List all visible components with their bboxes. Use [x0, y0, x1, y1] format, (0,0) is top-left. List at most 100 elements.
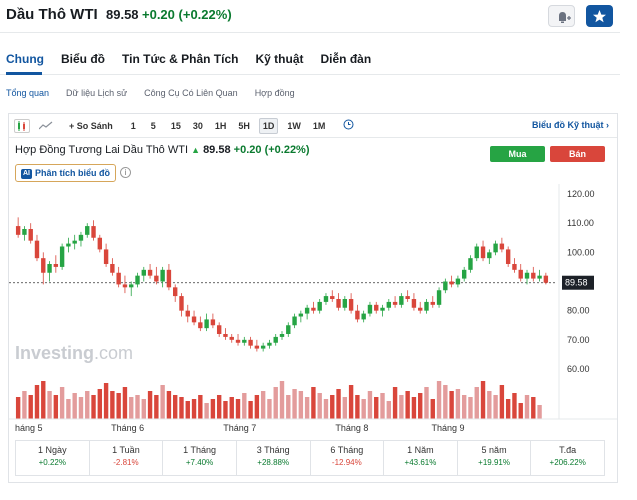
interval-5h[interactable]: 5H [238, 120, 250, 131]
x-tick-label: Tháng 7 [223, 423, 256, 433]
volume-bar [28, 395, 33, 419]
candle-body [405, 296, 410, 299]
volume-bar [185, 401, 190, 419]
ai-analysis-button[interactable]: AI Phân tích biểu đồ [15, 164, 117, 182]
candle-body [22, 229, 27, 235]
volume-bar [216, 395, 222, 419]
volume-bar [361, 399, 366, 419]
interval-1h[interactable]: 1H [214, 120, 227, 131]
volume-bar [499, 385, 505, 419]
candle-body [499, 243, 505, 250]
candle-body [531, 272, 536, 279]
interval-1d[interactable]: 1D [258, 117, 279, 134]
chart-header: Hợp Đồng Tương Lai Dầu Thô WTI ▲ 89.58 +… [15, 144, 310, 156]
candle-body [185, 310, 190, 317]
volume-bar [317, 393, 322, 419]
volume-bar [179, 397, 184, 419]
volume-bar [399, 395, 404, 419]
subtab-history[interactable]: Dữ liệu Lịch sử [66, 88, 128, 98]
subtab-related[interactable]: Công Cụ Có Liên Quan [144, 88, 238, 98]
candle-body [342, 299, 348, 308]
info-icon[interactable]: i [120, 167, 131, 178]
volume-bar [72, 393, 77, 419]
volume-bar [198, 395, 203, 419]
interval-30[interactable]: 30 [192, 120, 203, 131]
candle-body [122, 284, 128, 288]
volume-bar [141, 399, 146, 419]
perf-cell: T.đa +206.22% [549, 445, 586, 467]
price-chart[interactable]: Investing.com 120.00110.00100.0090.0080.… [9, 114, 617, 439]
tab-tin-tuc[interactable]: Tin Tức & Phân Tích [122, 52, 239, 66]
candle-body [248, 339, 253, 346]
volume-bar [311, 387, 316, 419]
candle-body [317, 301, 322, 311]
candle-body [374, 304, 379, 311]
area-chart-icon[interactable] [38, 119, 54, 133]
candle-body [78, 234, 84, 241]
tab-dien-dan[interactable]: Diễn đàn [320, 52, 372, 66]
current-price-label: 89.58 [565, 278, 588, 288]
volume-bar [405, 391, 410, 419]
candle-body [380, 307, 385, 311]
volume-bar [242, 393, 247, 419]
tab-chung[interactable]: Chung [6, 52, 44, 66]
candle-body [103, 249, 109, 264]
volume-bar [386, 401, 391, 419]
candlestick-icon[interactable] [14, 118, 30, 133]
candle-body [198, 322, 203, 329]
volume-bar [116, 393, 121, 419]
candle-body [461, 269, 467, 279]
sell-button[interactable]: Bán [550, 146, 605, 162]
interval-15[interactable]: 15 [170, 120, 181, 131]
volume-bar [505, 399, 511, 419]
volume-bar [15, 397, 21, 419]
subtab-overview[interactable]: Tổng quan [6, 88, 50, 98]
volume-bar [41, 381, 46, 419]
candle-body [392, 301, 398, 305]
volume-bar [135, 395, 140, 419]
clock-icon[interactable] [340, 117, 357, 134]
candle-body [348, 299, 354, 311]
candle-body [129, 284, 134, 288]
volume-bar [103, 383, 109, 419]
instrument-title: Dầu Thô WTI [6, 6, 98, 23]
volume-bar [91, 395, 96, 419]
instrument-header: Dầu Thô WTI 89.58 +0.20 (+0.22%) [0, 0, 637, 30]
candle-body [537, 275, 542, 279]
candle-body [66, 243, 71, 247]
candle-body [449, 281, 454, 285]
candle-body [524, 272, 530, 279]
interval-1[interactable]: 1 [130, 120, 136, 131]
volume-bar [279, 381, 285, 419]
interval-5[interactable]: 5 [150, 120, 156, 131]
perf-cell: 5 năm +19.91% [458, 441, 532, 475]
x-tick-label: Tháng 6 [111, 423, 144, 433]
y-tick-label: 80.00 [567, 306, 590, 316]
technical-chart-link[interactable]: Biểu đồ Kỹ thuật › [532, 120, 609, 130]
volume-bar [424, 387, 429, 419]
candle-body [418, 307, 423, 311]
volume-bar [204, 403, 209, 419]
tab-bieu-do[interactable]: Biểu đồ [61, 52, 105, 66]
candle-body [85, 226, 90, 235]
subtab-contracts[interactable]: Hợp đồng [254, 88, 295, 98]
tab-ky-thuat[interactable]: Kỹ thuật [255, 52, 304, 66]
candle-body [430, 301, 435, 305]
volume-bar [286, 395, 291, 419]
compare-button[interactable]: + So Sánh [69, 120, 113, 131]
interval-1w[interactable]: 1W [287, 120, 301, 131]
y-tick-label: 100.00 [567, 247, 595, 257]
bell-plus-icon[interactable] [548, 5, 575, 27]
candle-body [292, 316, 297, 326]
volume-bar [355, 395, 360, 419]
buy-button[interactable]: Mua [490, 146, 545, 162]
contract-name: Hợp Đồng Tương Lai Dầu Thô WTI [15, 144, 189, 156]
candle-body [34, 240, 40, 259]
interval-1m[interactable]: 1M [312, 120, 326, 131]
star-icon[interactable] [586, 5, 613, 27]
candle-body [455, 278, 461, 285]
candle-body [399, 296, 404, 305]
volume-bar [298, 391, 304, 419]
candle-body [254, 345, 260, 349]
volume-bar [66, 399, 71, 419]
